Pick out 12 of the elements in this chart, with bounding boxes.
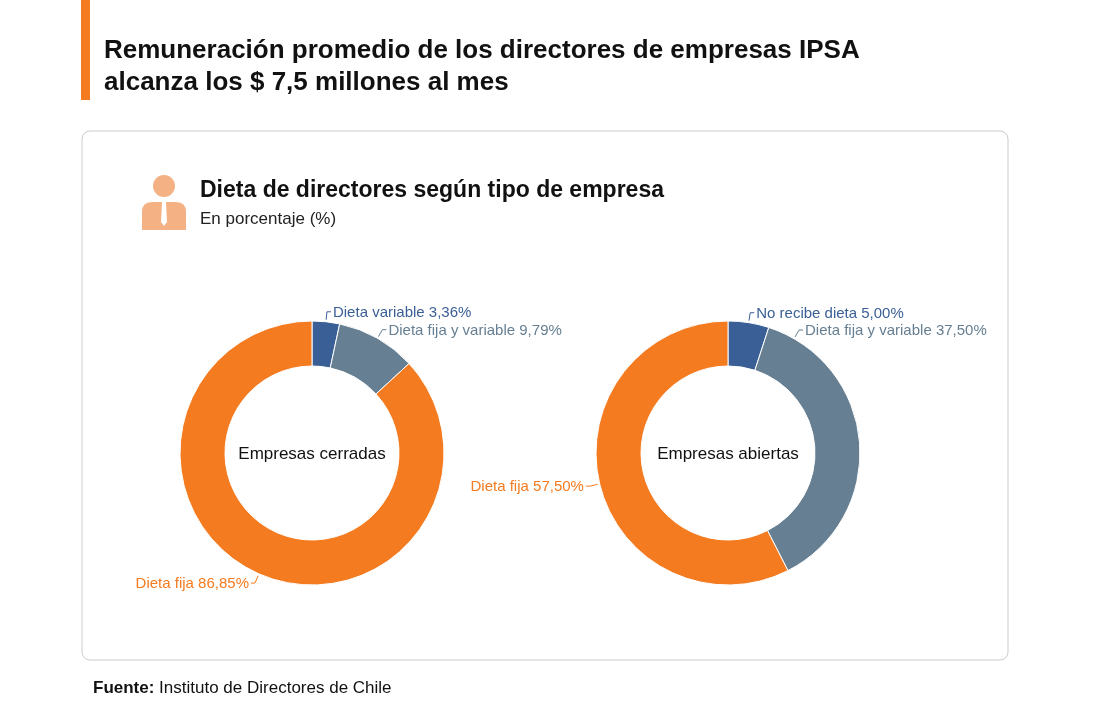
slice-label: Dieta fija y variable 37,50% (805, 321, 987, 339)
slice-label: No recibe dieta 5,00% (756, 303, 904, 321)
text: Empresas cerradas (238, 444, 386, 463)
text: Empresas abiertas (657, 444, 799, 463)
source-note: Fuente: Instituto de Directores de Chile (93, 678, 392, 697)
slice-label: Dieta fija y variable 9,79% (388, 320, 562, 338)
slice-label: Dieta fija 57,50% (470, 477, 584, 495)
text: Remuneración promedio de los directores de empresas IPSA alcanza los $ 7,5 millones al mes (104, 34, 860, 96)
text: Dieta de directores según tipo de empresa (200, 176, 665, 202)
slice-label: Dieta fija 86,85% (135, 574, 249, 592)
text: En porcentaje (%) (200, 209, 337, 228)
slice-label: Dieta variable 3,36% (332, 302, 472, 320)
